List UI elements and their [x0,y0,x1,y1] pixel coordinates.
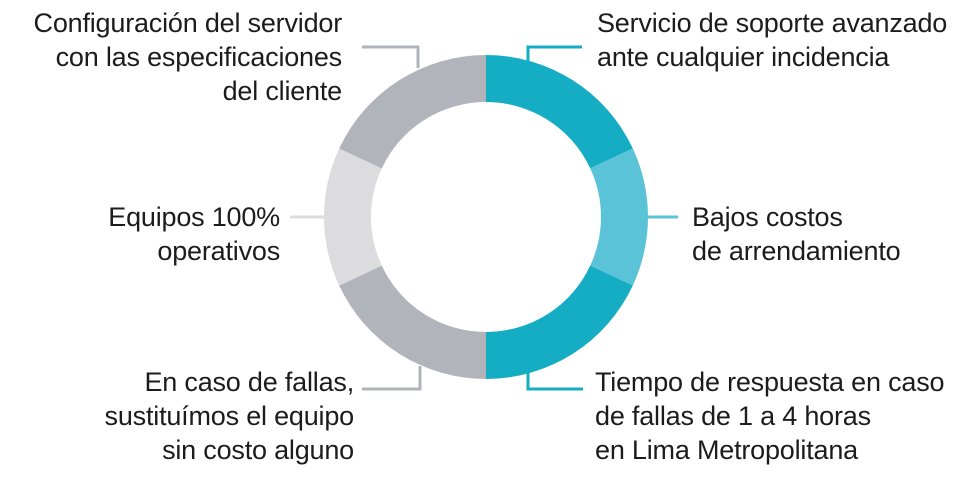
label-line: con las especificaciones [55,42,343,72]
label-line: En caso de fallas, [144,367,354,397]
label-line: Configuración del servidor [33,8,343,38]
label-line: Tiempo de respuesta en caso [595,367,945,397]
label-line: Servicio de soporte avanzado [597,8,948,38]
label-line: en Lima Metropolitana [595,435,858,465]
ring-segment-equipos [324,148,382,286]
label-line: operativos [157,236,280,266]
label-line: ante cualquier incidencia [597,42,890,72]
label-line: Equipos 100% [108,202,280,232]
ring-segment-costos [590,148,648,286]
label-line: Bajos costos [692,202,843,232]
label-soporte: Servicio de soporte avanzado ante cualqu… [597,6,947,74]
label-fallas: En caso de fallas, sustituímos el equipo… [104,365,355,467]
label-line: de arrendamiento [692,236,901,266]
label-equipos: Equipos 100% operativos [108,200,280,268]
ring-segments [324,55,648,379]
ring-segment-tiempo [486,265,633,379]
connector-soporte [526,45,582,70]
label-line: del cliente [222,76,343,106]
label-costos: Bajos costos de arrendamiento [692,200,901,268]
label-tiempo: Tiempo de respuesta en caso de fallas de… [595,365,945,467]
connector-lines [290,45,678,391]
label-line: sin costo alguno [162,435,354,465]
ring-segment-configuracion [339,55,486,169]
ring-segment-fallas [339,265,486,379]
label-line: sustituímos el equipo [104,401,355,431]
connector-tiempo [526,368,583,391]
label-configuracion: Configuración del servidor con las espec… [33,6,343,108]
ring-segment-soporte [486,55,633,169]
connector-configuracion [362,45,420,68]
label-line: de fallas de 1 a 4 horas [595,401,871,431]
connector-fallas [362,366,422,391]
